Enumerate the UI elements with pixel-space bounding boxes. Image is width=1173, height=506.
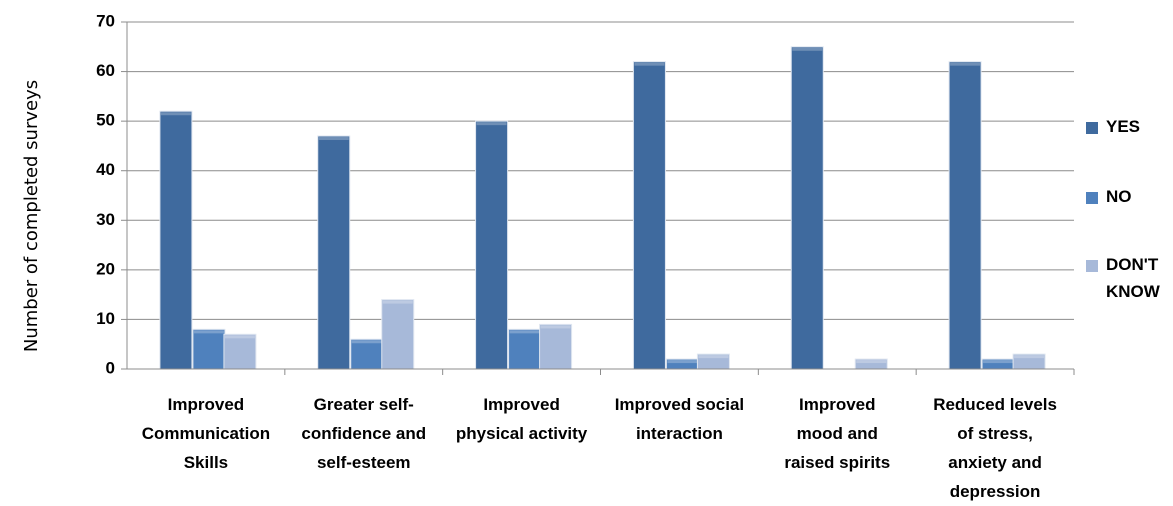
x-category-label-line: Greater self- [314, 395, 414, 414]
y-tick-label: 60 [96, 61, 115, 80]
gridlines [127, 21, 1074, 320]
x-category-label-line: raised spirits [784, 453, 890, 472]
y-tick-label: 70 [96, 11, 115, 30]
legend-label-line: DON'T [1106, 255, 1159, 274]
x-category-label: Improved social interaction [615, 395, 744, 443]
bar-yes-4-highlight [634, 62, 665, 66]
x-category-label: Reduced levels of stress, anxiety and depre… [933, 395, 1057, 501]
bar-don-t-know-4-highlight [698, 355, 729, 359]
x-category-label-line: Communication [142, 424, 270, 443]
bar-don-t-know-3 [539, 323, 573, 370]
x-category-label-line: mood and [797, 424, 878, 443]
bar-no-4-highlight [667, 360, 698, 364]
bar-don-t-know-1-highlight [224, 335, 255, 339]
bar-no-3-highlight [509, 330, 540, 334]
bar-no-2 [350, 338, 384, 370]
x-category-label-line: Improved [483, 395, 560, 414]
legend-swatch-no [1086, 192, 1098, 204]
x-category-label: Improved Communication Skills [142, 395, 270, 472]
x-axis-category-labels: Improved Communication Skills Greater self-… [142, 395, 1057, 501]
x-category-label-line: depression [950, 482, 1041, 501]
bar-yes-1-highlight [160, 112, 191, 116]
legend: YES NO DON'T KNOW [1086, 117, 1161, 301]
bar-yes-5 [790, 46, 824, 370]
bar-no-6-highlight [983, 360, 1014, 364]
bar-yes-2 [317, 135, 351, 370]
x-category-label-line: physical activity [456, 424, 588, 443]
bars [159, 46, 1046, 370]
legend-label-line: YES [1106, 117, 1140, 136]
x-category-label-line: of stress, [957, 424, 1033, 443]
x-category-label-line: interaction [636, 424, 723, 443]
x-category-label: Improved physical activity [456, 395, 588, 443]
legend-label-don-t-know: DON'T KNOW [1106, 255, 1161, 301]
y-tick-label: 20 [96, 259, 115, 278]
y-tick-label: 10 [96, 309, 115, 328]
legend-label-yes: YES [1106, 117, 1140, 136]
legend-swatch-yes [1086, 122, 1098, 134]
bar-no-1 [192, 328, 226, 370]
x-category-label-line: Improved [168, 395, 245, 414]
x-category-label: Greater self-confidence and self-esteem [301, 395, 426, 472]
legend-swatch-don-t-know [1086, 260, 1098, 272]
bar-don-t-know-1 [223, 333, 257, 370]
legend-label-no: NO [1106, 187, 1132, 206]
bar-no-1-highlight [193, 330, 224, 334]
y-axis-title: Number of completed surveys [21, 80, 42, 352]
bar-yes-6 [948, 61, 982, 370]
bar-yes-2-highlight [318, 137, 349, 141]
y-tick-label: 50 [96, 111, 115, 130]
x-category-label-line: self-esteem [317, 453, 411, 472]
x-category-label-line: confidence and [301, 424, 426, 443]
x-category-label-line: Reduced levels [933, 395, 1057, 414]
legend-label-line: NO [1106, 187, 1132, 206]
bar-don-t-know-2 [381, 299, 415, 370]
bar-yes-3 [475, 120, 509, 370]
x-category-label-line: anxiety and [948, 453, 1042, 472]
bar-yes-3-highlight [476, 122, 507, 126]
bar-no-2-highlight [351, 340, 382, 344]
y-tick-label: 30 [96, 210, 115, 229]
bar-don-t-know-6-highlight [1014, 355, 1045, 359]
bar-don-t-know-3-highlight [540, 325, 571, 329]
bar-no-3 [508, 328, 542, 370]
bar-yes-1 [159, 110, 193, 370]
axes [121, 21, 1075, 375]
y-axis-tick-labels: 0 10 20 30 40 50 60 70 [96, 11, 115, 377]
x-category-label-line: Improved [799, 395, 876, 414]
bar-don-t-know-5-highlight [856, 360, 887, 364]
x-category-label-line: Skills [184, 453, 228, 472]
x-category-label-line: Improved social [615, 395, 744, 414]
bar-yes-6-highlight [950, 62, 981, 66]
y-tick-label: 0 [106, 358, 115, 377]
y-tick-label: 40 [96, 160, 115, 179]
bar-yes-5-highlight [792, 47, 823, 51]
legend-label-line: KNOW [1106, 282, 1161, 301]
x-category-label: Improved mood and raised spirits [784, 395, 890, 472]
bar-yes-4 [632, 61, 666, 370]
bar-don-t-know-2-highlight [382, 300, 413, 304]
